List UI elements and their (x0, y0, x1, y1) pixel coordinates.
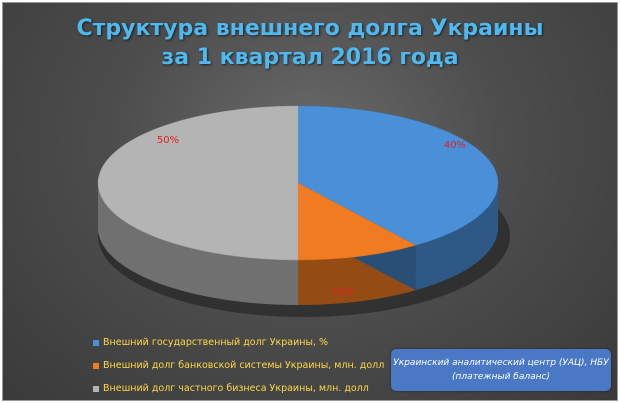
pie-side-2 (98, 183, 298, 305)
pie-side-0 (415, 183, 498, 291)
legend-item-state-debt: Внешний государственный долг Украины, % (93, 337, 384, 360)
source-box: Украинский аналитический центр (УАЦ), НБ… (391, 349, 611, 391)
chart-title-line2: за 1 квартал 2016 года (161, 45, 459, 70)
chart-title-line1: Структура внешнего долга Украины (76, 16, 544, 41)
pie-chart: 40% 10% 50% (97, 105, 510, 317)
legend: Внешний государственный долг Украины, % … (93, 337, 384, 400)
data-label-1: 10% (332, 287, 354, 298)
legend-swatch (93, 385, 99, 392)
data-label-0: 40% (444, 140, 466, 151)
pie-slice-2 (97, 105, 299, 261)
legend-item-bank-debt: Внешний долг банковской системы Украины,… (93, 360, 384, 383)
legend-swatch (93, 339, 99, 346)
data-label-2: 50% (157, 135, 179, 146)
legend-swatch (93, 362, 99, 369)
pie-slice-0 (297, 105, 499, 246)
legend-item-private-debt: Внешний долг частного бизнеса Украины, м… (93, 383, 384, 400)
source-line2: (платежный баланс) (452, 372, 550, 382)
pie-slice-1 (297, 182, 417, 261)
source-line1: Украинский аналитический центр (УАЦ), НБ… (393, 358, 609, 368)
